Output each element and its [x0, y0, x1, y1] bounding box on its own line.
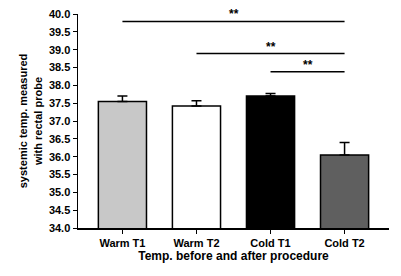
svg-text:Warm T1: Warm T1: [99, 237, 145, 249]
svg-text:systemic temp. measuredwith re: systemic temp. measuredwith rectal probe: [17, 54, 43, 189]
svg-text:36.0: 36.0: [49, 151, 70, 163]
svg-text:Warm T2: Warm T2: [173, 237, 219, 249]
svg-text:34.5: 34.5: [49, 204, 70, 216]
svg-text:35.0: 35.0: [49, 186, 70, 198]
svg-text:**: **: [229, 7, 239, 21]
svg-text:Temp. before and after procedu: Temp. before and after procedure: [138, 249, 329, 263]
svg-text:38.0: 38.0: [49, 79, 70, 91]
svg-text:37.0: 37.0: [49, 115, 70, 127]
svg-text:Cold T2: Cold T2: [324, 237, 364, 249]
svg-text:37.5: 37.5: [49, 97, 70, 109]
svg-text:34.0: 34.0: [49, 222, 70, 234]
svg-text:**: **: [303, 58, 313, 72]
svg-text:39.5: 39.5: [49, 26, 70, 38]
svg-text:Cold T1: Cold T1: [250, 237, 290, 249]
svg-text:39.0: 39.0: [49, 44, 70, 56]
svg-text:**: **: [266, 40, 276, 54]
svg-text:36.5: 36.5: [49, 133, 70, 145]
svg-text:40.0: 40.0: [49, 8, 70, 20]
svg-text:35.5: 35.5: [49, 168, 70, 180]
svg-text:38.5: 38.5: [49, 61, 70, 73]
